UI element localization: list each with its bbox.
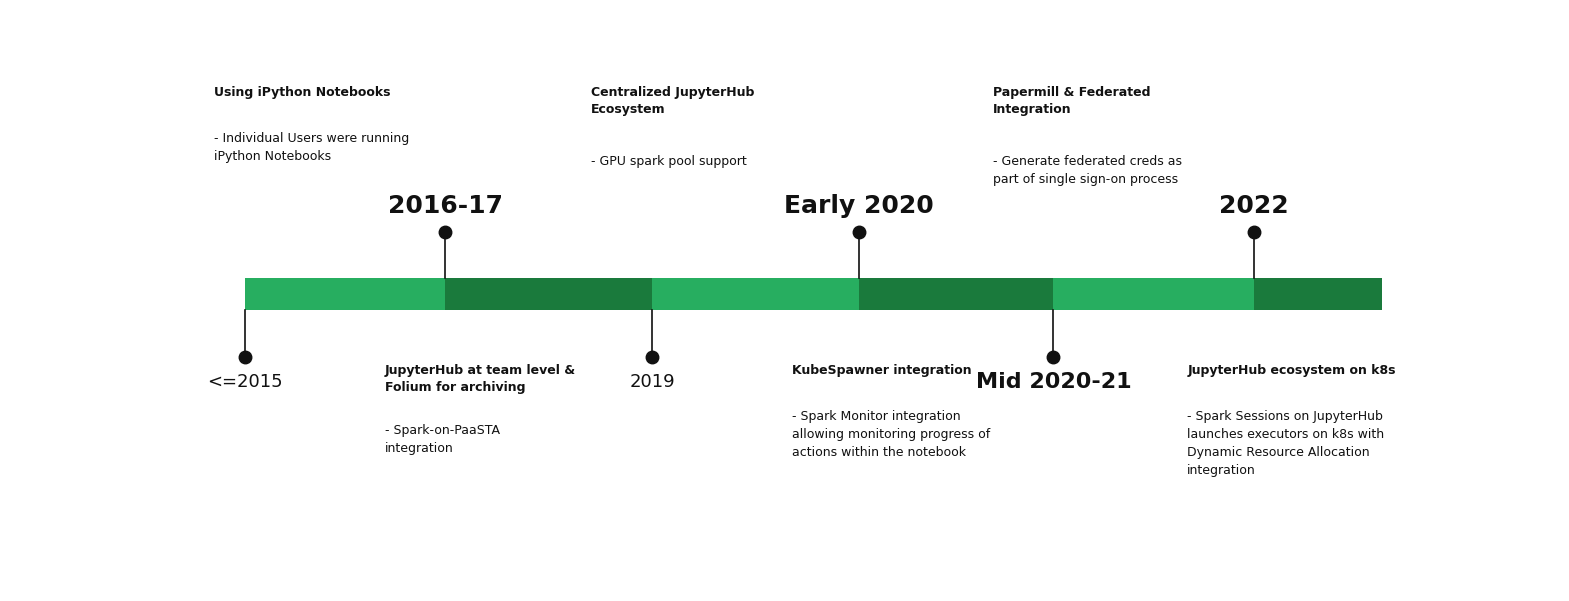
Text: - Generate federated creds as
part of single sign-on process: - Generate federated creds as part of si… <box>993 156 1181 186</box>
FancyBboxPatch shape <box>1053 278 1254 311</box>
Text: Papermill & Federated
Integration: Papermill & Federated Integration <box>993 86 1150 116</box>
Text: - Individual Users were running
iPython Notebooks: - Individual Users were running iPython … <box>215 132 410 163</box>
Text: JupyterHub ecosystem on k8s: JupyterHub ecosystem on k8s <box>1188 364 1396 377</box>
Text: JupyterHub at team level &
Folium for archiving: JupyterHub at team level & Folium for ar… <box>384 364 576 394</box>
FancyBboxPatch shape <box>858 278 1053 311</box>
FancyBboxPatch shape <box>1254 278 1382 311</box>
Text: Early 2020: Early 2020 <box>784 194 934 218</box>
Text: - Spark Monitor integration
allowing monitoring progress of
actions within the n: - Spark Monitor integration allowing mon… <box>792 410 990 459</box>
Text: Mid 2020-21: Mid 2020-21 <box>976 372 1131 392</box>
Text: KubeSpawner integration: KubeSpawner integration <box>792 364 971 377</box>
Text: - GPU spark pool support: - GPU spark pool support <box>592 156 747 168</box>
Text: Using iPython Notebooks: Using iPython Notebooks <box>215 86 391 99</box>
Text: 2019: 2019 <box>629 373 675 391</box>
Text: - Spark Sessions on JupyterHub
launches executors on k8s with
Dynamic Resource A: - Spark Sessions on JupyterHub launches … <box>1188 410 1384 477</box>
FancyBboxPatch shape <box>653 278 858 311</box>
Text: Centralized JupyterHub
Ecosystem: Centralized JupyterHub Ecosystem <box>592 86 755 116</box>
FancyBboxPatch shape <box>245 278 446 311</box>
FancyBboxPatch shape <box>446 278 653 311</box>
Text: <=2015: <=2015 <box>207 373 282 391</box>
Text: 2016-17: 2016-17 <box>388 194 504 218</box>
Text: - Spark-on-PaaSTA
integration: - Spark-on-PaaSTA integration <box>384 424 499 455</box>
Text: 2022: 2022 <box>1219 194 1288 218</box>
